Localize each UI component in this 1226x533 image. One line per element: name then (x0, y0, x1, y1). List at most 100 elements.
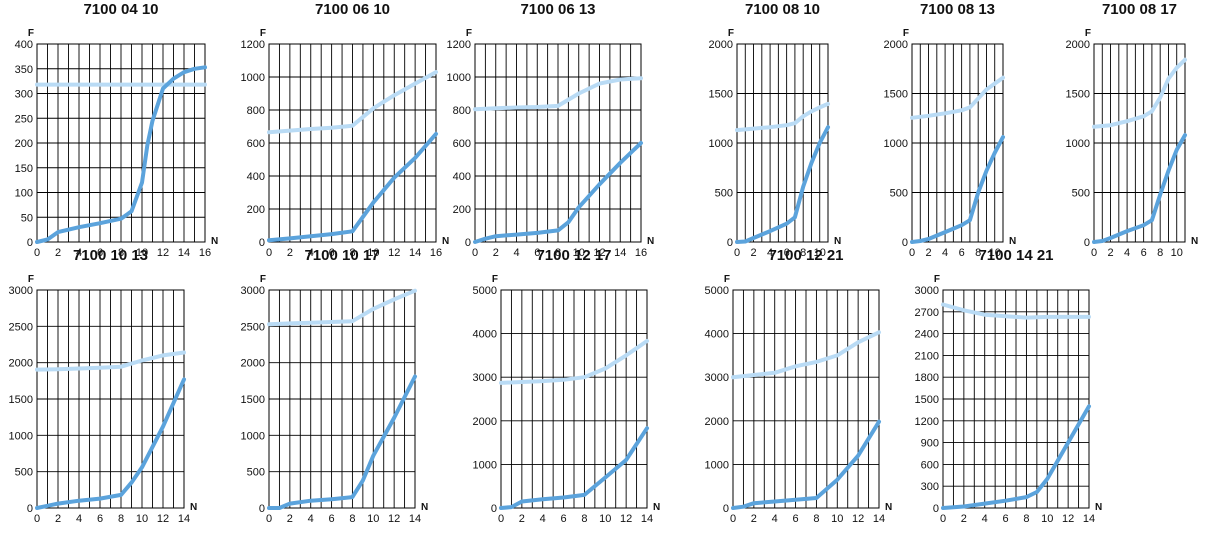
series-line-light (735, 101, 830, 133)
x-tick-label: 8 (555, 247, 561, 259)
x-tick-label: 10 (831, 513, 843, 525)
x-tick-label: 10 (367, 247, 379, 259)
y-tick-label: 0 (902, 237, 908, 249)
x-tick-label: 2 (287, 247, 293, 259)
y-axis-label: F (260, 274, 266, 285)
x-tick-label: 6 (1141, 247, 1147, 259)
x-tick-label: 14 (614, 247, 626, 259)
series-line-dark (35, 377, 186, 510)
chart-title: 7100 06 10 (315, 1, 390, 18)
x-tick-label: 2 (519, 513, 525, 525)
y-tick-label: 1000 (241, 72, 265, 84)
x-tick-label: 10 (1041, 513, 1053, 525)
x-axis-label: N (190, 502, 197, 513)
y-tick-label: 1200 (915, 416, 939, 428)
y-tick-label: 3000 (915, 285, 939, 297)
y-tick-label: 500 (247, 467, 265, 479)
x-tick-label: 4 (982, 513, 988, 525)
x-tick-label: 4 (76, 513, 82, 525)
y-tick-label: 4000 (473, 329, 497, 341)
x-tick-label: 8 (349, 247, 355, 259)
series-line-dark (473, 141, 643, 244)
x-axis-label: N (1009, 236, 1016, 247)
y-tick-label: 1800 (915, 372, 939, 384)
y-tick-label: 5000 (705, 285, 729, 297)
y-axis-label: F (1085, 28, 1091, 39)
series-line-dark (941, 404, 1091, 510)
x-tick-label: 16 (635, 247, 647, 259)
x-tick-label: 4 (76, 247, 82, 259)
chart-title: 7100 12 17 (536, 247, 611, 264)
chart-title: 7100 10 17 (304, 247, 379, 264)
y-tick-label: 3000 (9, 285, 33, 297)
x-tick-label: 0 (730, 513, 736, 525)
x-tick-label: 8 (1023, 513, 1029, 525)
x-tick-label: 6 (97, 247, 103, 259)
y-tick-label: 2400 (915, 329, 939, 341)
y-tick-label: 100 (15, 188, 33, 200)
x-axis-label: N (885, 502, 892, 513)
x-tick-label: 0 (34, 247, 40, 259)
x-tick-label: 8 (349, 513, 355, 525)
y-axis-label: F (466, 28, 472, 39)
x-tick-label: 4 (308, 247, 314, 259)
y-tick-label: 2500 (9, 321, 33, 333)
y-tick-label: 800 (247, 105, 265, 117)
x-tick-label: 10 (599, 513, 611, 525)
y-tick-label: 350 (15, 64, 33, 76)
x-tick-label: 10 (136, 513, 148, 525)
x-tick-label: 6 (793, 513, 799, 525)
x-tick-label: 12 (593, 247, 605, 259)
x-tick-label: 4 (513, 247, 519, 259)
series-line-dark (267, 131, 438, 243)
series-line-light (267, 288, 417, 327)
series-line-dark (499, 426, 649, 510)
x-tick-label: 4 (1124, 247, 1130, 259)
y-tick-label: 800 (453, 105, 471, 117)
series-line-dark (910, 135, 1005, 244)
x-tick-label: 16 (430, 247, 442, 259)
y-tick-label: 0 (259, 237, 265, 249)
y-tick-label: 3000 (705, 372, 729, 384)
y-tick-label: 1000 (241, 430, 265, 442)
x-tick-label: 2 (961, 513, 967, 525)
x-tick-label: 14 (178, 247, 190, 259)
y-tick-label: 200 (15, 138, 33, 150)
chart-title: 7100 06 13 (520, 1, 595, 18)
x-tick-label: 10 (989, 247, 1001, 259)
series-line-light (941, 302, 1091, 320)
y-tick-label: 300 (921, 481, 939, 493)
y-tick-label: 200 (247, 204, 265, 216)
chart-title: 7100 10 13 (73, 247, 148, 264)
y-tick-label: 1500 (241, 394, 265, 406)
y-tick-label: 1500 (884, 89, 908, 101)
series-line-dark (735, 125, 830, 244)
x-axis-label: N (1191, 236, 1198, 247)
y-tick-label: 1200 (241, 39, 265, 51)
y-tick-label: 1000 (705, 459, 729, 471)
y-axis-label: F (934, 274, 940, 285)
x-tick-label: 12 (1062, 513, 1074, 525)
y-tick-label: 1500 (915, 394, 939, 406)
x-tick-label: 4 (942, 247, 948, 259)
x-tick-label: 12 (852, 513, 864, 525)
x-tick-label: 2 (750, 247, 756, 259)
y-tick-label: 400 (453, 171, 471, 183)
x-tick-label: 8 (800, 247, 806, 259)
x-tick-label: 12 (157, 513, 169, 525)
y-tick-label: 2000 (241, 358, 265, 370)
chart-title: 7100 08 13 (920, 1, 995, 18)
x-tick-label: 10 (136, 247, 148, 259)
x-tick-label: 6 (561, 513, 567, 525)
x-tick-label: 12 (388, 247, 400, 259)
y-tick-label: 0 (27, 503, 33, 515)
x-tick-label: 14 (641, 513, 653, 525)
x-tick-label: 8 (975, 247, 981, 259)
y-tick-label: 250 (15, 113, 33, 125)
